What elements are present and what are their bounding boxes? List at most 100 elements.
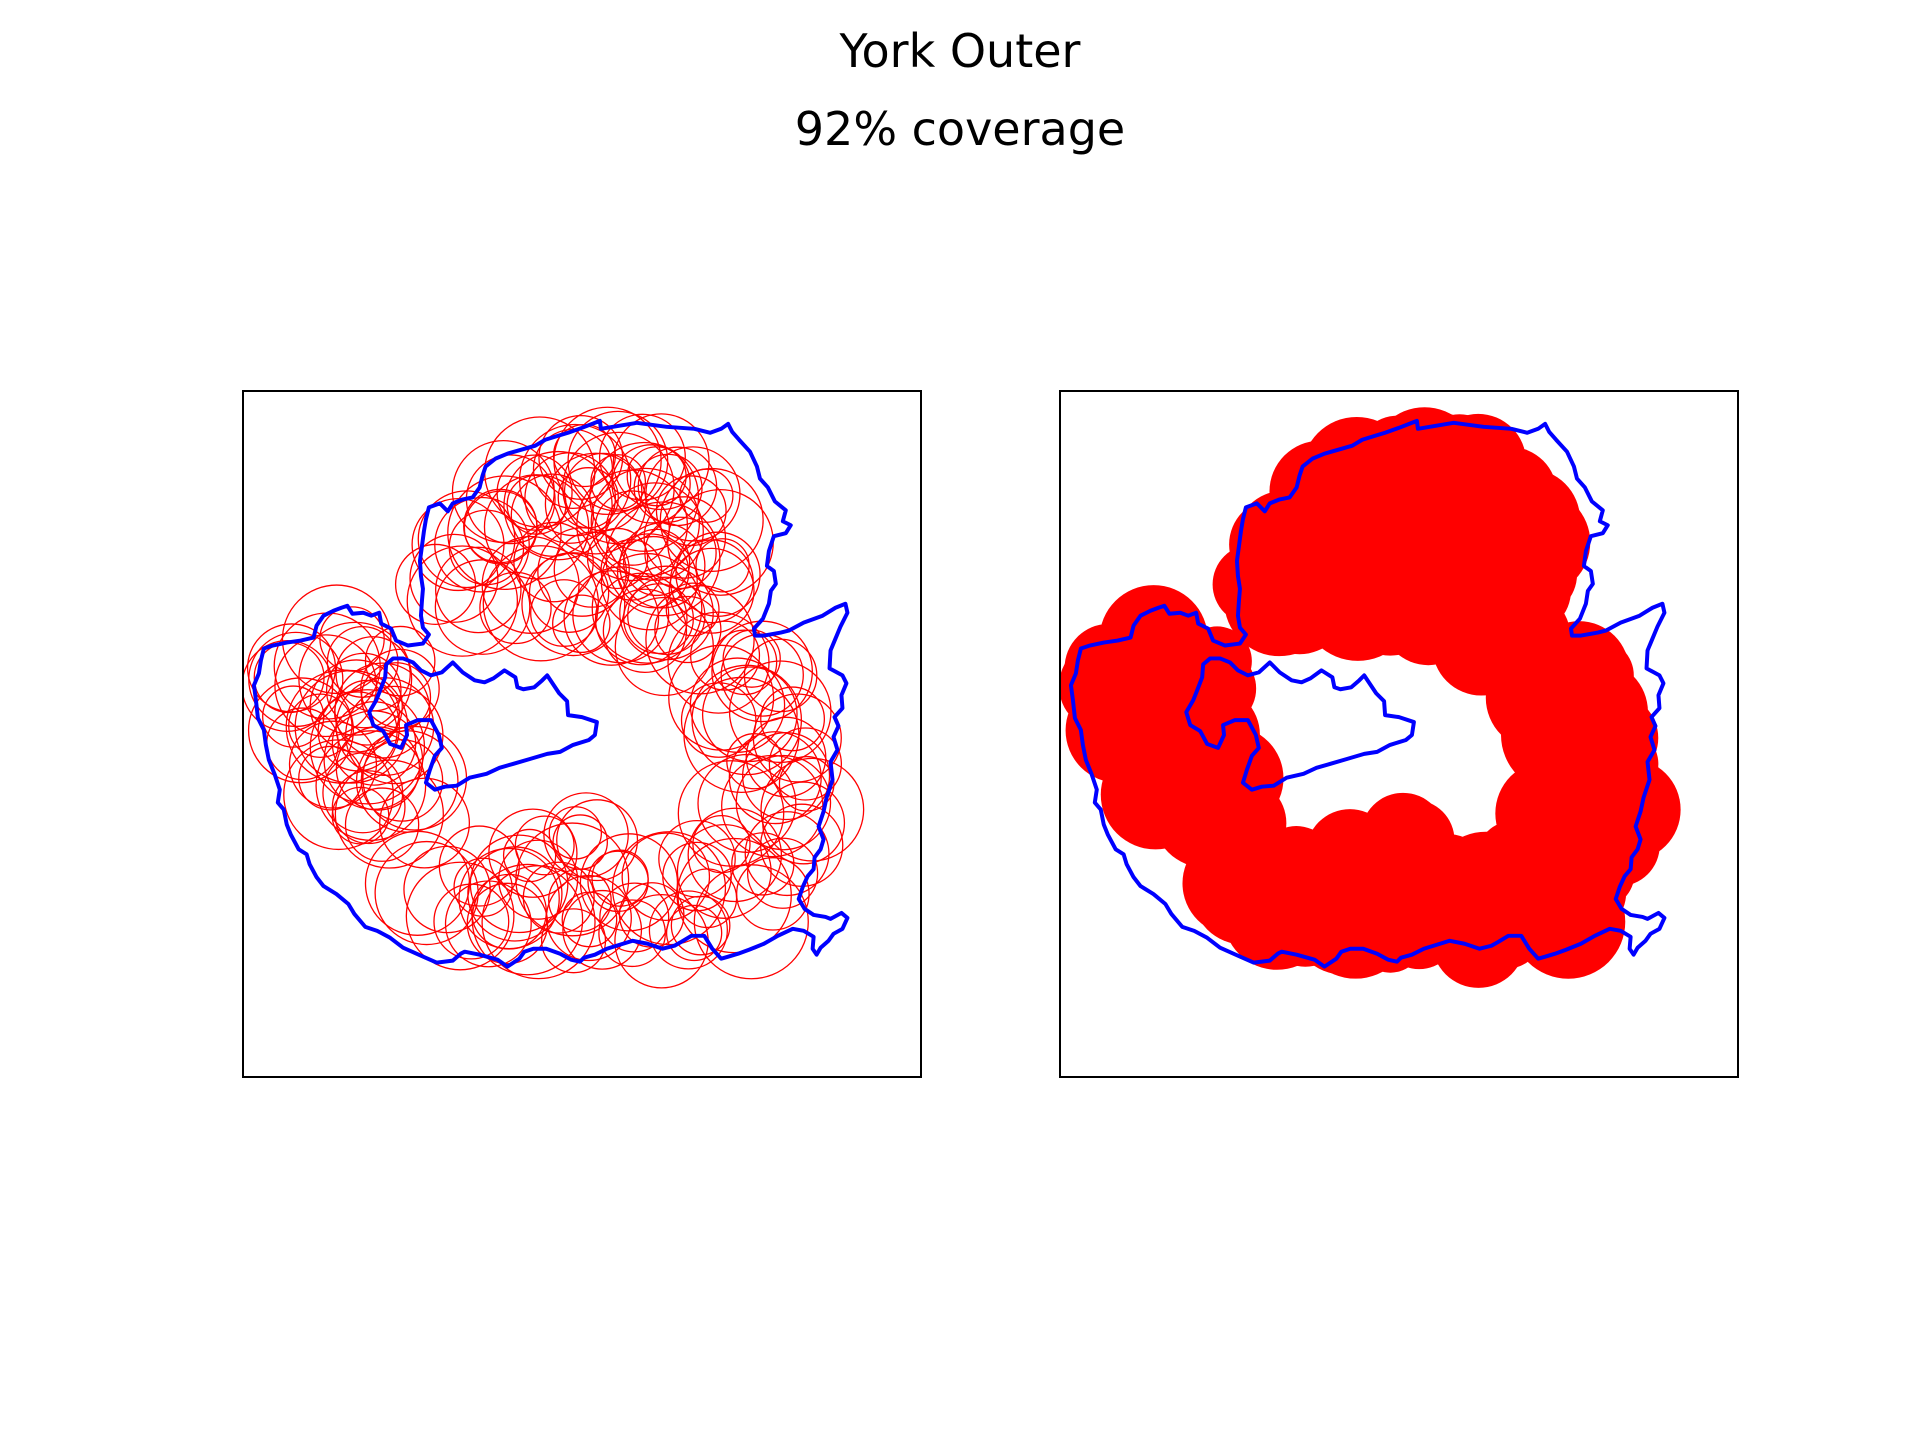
coverage-circle-outline: [528, 552, 610, 633]
coverage-circle-outline: [693, 864, 809, 980]
coverage-circle-outline: [451, 439, 555, 544]
coverage-circle-outline: [503, 450, 613, 561]
coverage-circle-outline: [274, 634, 378, 738]
coverage-circle-outline: [563, 452, 643, 532]
coverage-circle-outline: [561, 891, 618, 948]
coverage-circle-outline: [614, 596, 714, 697]
coverage-circle-outline: [621, 832, 711, 922]
filled-coverage-panel: [1059, 390, 1739, 1078]
coverage-circle-outline: [298, 745, 363, 811]
coverage-circle-outline: [405, 861, 515, 971]
coverage-circle-outline: [479, 571, 552, 645]
coverage-circle-outline: [645, 585, 755, 695]
coverage-circle-outline: [502, 828, 557, 883]
coverage-circle-outline: [552, 594, 611, 654]
coverage-circle-outline: [488, 808, 578, 898]
coverage-circle-outline: [743, 638, 818, 713]
coverage-circle-outline: [598, 413, 686, 501]
boundary-outline: [251, 418, 850, 969]
filled-coverage-map: [1061, 407, 1681, 988]
coverage-circle-outline: [285, 669, 401, 784]
coverage-circle-outline: [433, 883, 510, 960]
coverage-circle-outline: [746, 837, 819, 909]
coverage-circle-outline: [590, 454, 647, 510]
coverage-circle-outline: [325, 652, 402, 729]
coverage-circle-outline: [544, 452, 647, 555]
coverage-circle-outline: [589, 441, 700, 552]
coverage-circle-outline: [483, 474, 590, 580]
coverage-circle-outline: [659, 467, 764, 573]
coverage-circle-outline: [334, 759, 444, 869]
coverage-circle-outline: [668, 644, 775, 751]
coverage-circle-outline: [665, 582, 720, 637]
coverage-circle-outline: [262, 685, 325, 748]
coverage-circle-outline: [548, 806, 603, 860]
coverage-circle-outline: [326, 625, 399, 698]
coverage-circle-outline: [281, 584, 392, 695]
coverage-circle-outline: [695, 538, 750, 593]
coverage-circle-outline: [334, 679, 400, 746]
coverage-circle-outline: [552, 814, 608, 870]
coverage-circle-outline: [553, 406, 662, 516]
coverage-circle-outline: [309, 659, 403, 753]
coverage-circle-outline: [563, 570, 660, 666]
coverage-circle-outline: [676, 824, 772, 919]
coverage-circle-outline: [701, 666, 798, 763]
coverage-circle-outline: [605, 482, 704, 581]
coverage-circle-outline: [731, 832, 795, 896]
circle-outline-map: [244, 406, 865, 989]
coverage-circle-outline: [744, 811, 830, 897]
coverage-circle-filled: [1173, 730, 1275, 833]
coverage-circle-outline: [611, 444, 691, 524]
coverage-circle-outline: [611, 831, 727, 946]
coverage-circle-outline: [643, 496, 727, 579]
coverage-circle-outline: [543, 792, 629, 878]
coverage-circle-outline: [644, 516, 717, 590]
coverage-circle-outline: [522, 861, 595, 934]
coverage-circle-outline: [344, 787, 420, 862]
coverage-circle-outline: [315, 730, 427, 842]
outline-circles-group: [244, 406, 865, 989]
coverage-circle-outline: [618, 882, 685, 948]
coverage-circle-outline: [444, 880, 532, 968]
coverage-circle-outline: [513, 521, 594, 603]
coverage-circle-outline: [680, 682, 757, 758]
coverage-subtitle: 92% coverage: [794, 102, 1126, 156]
coverage-circle-outline: [288, 720, 378, 809]
coverage-circle-outline: [406, 545, 519, 657]
coverage-circle-outline: [322, 752, 404, 834]
coverage-circle-outline: [760, 757, 865, 862]
coverage-circle-outline: [654, 595, 722, 664]
coverage-circle-outline: [677, 868, 738, 929]
circle-outline-panel: [242, 390, 922, 1078]
coverage-circle-outline: [658, 819, 736, 898]
coverage-circle-outline: [458, 847, 560, 950]
coverage-circle-outline: [453, 857, 513, 917]
coverage-circle-outline: [600, 539, 663, 601]
coverage-circle-outline: [648, 890, 728, 970]
coverage-circle-outline: [722, 629, 781, 688]
coverage-circle-outline: [602, 588, 688, 674]
coverage-circle-outline: [514, 815, 575, 876]
coverage-circle-outline: [728, 731, 822, 825]
coverage-circle-outline: [515, 822, 630, 937]
coverage-circle-outline: [579, 833, 679, 932]
coverage-circle-outline: [697, 753, 797, 853]
coverage-circle-outline: [435, 546, 522, 634]
coverage-circle-outline: [498, 839, 579, 920]
coverage-circle-outline: [481, 865, 596, 980]
boundary-outline: [1068, 418, 1667, 969]
coverage-circle-outline: [562, 431, 675, 545]
coverage-circle-outline: [247, 677, 354, 784]
coverage-circle-outline: [309, 689, 426, 805]
coverage-circle-outline: [331, 770, 406, 845]
coverage-circle-outline: [466, 882, 549, 965]
coverage-circle-outline: [691, 664, 803, 776]
coverage-circle-filled: [1320, 829, 1373, 882]
coverage-circle-filled: [1330, 522, 1411, 602]
coverage-circle-outline: [687, 807, 783, 903]
coverage-circle-outline: [762, 781, 846, 865]
coverage-circle-outline: [524, 452, 617, 544]
coverage-circle-outline: [665, 904, 723, 962]
figure-title: York Outer: [839, 24, 1081, 78]
